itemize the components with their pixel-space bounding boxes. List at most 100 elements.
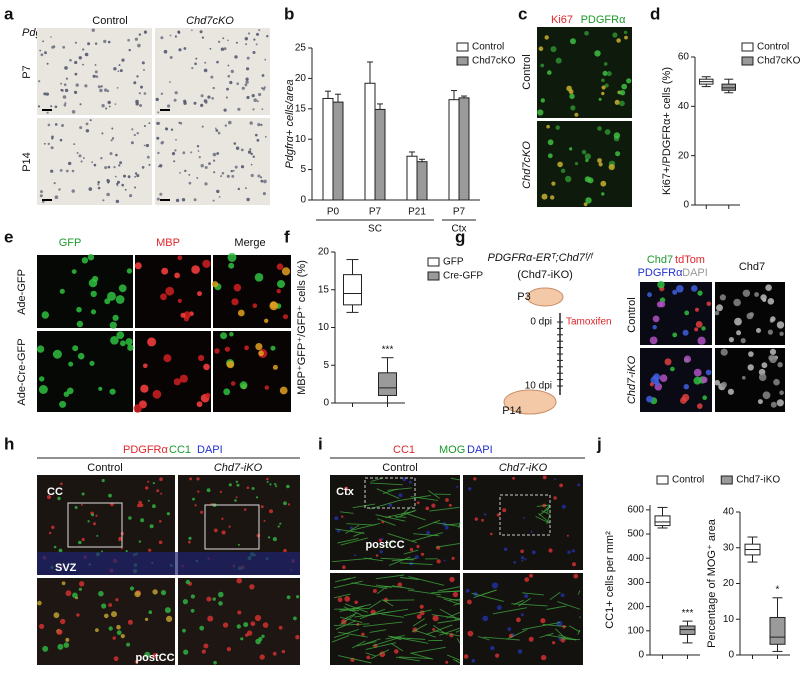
cell xyxy=(103,39,107,44)
cell xyxy=(235,496,238,499)
cell xyxy=(246,95,250,100)
cell xyxy=(372,589,377,593)
cell xyxy=(375,554,379,557)
cell xyxy=(409,547,414,552)
fiber xyxy=(333,629,359,638)
cell xyxy=(701,376,708,384)
fiber xyxy=(481,589,497,596)
box xyxy=(378,372,397,396)
cell xyxy=(141,166,145,169)
cell xyxy=(565,175,572,183)
cell xyxy=(769,355,777,364)
cell xyxy=(95,628,99,632)
cell xyxy=(82,157,85,159)
fiber xyxy=(428,490,440,499)
fiber xyxy=(536,504,551,507)
fiber xyxy=(394,516,407,518)
cell xyxy=(646,395,653,403)
cell xyxy=(68,361,74,367)
cell xyxy=(334,516,339,521)
cell xyxy=(701,326,706,331)
cell xyxy=(540,98,545,103)
row-label: Ade-GFP xyxy=(16,269,28,315)
cell xyxy=(560,168,566,173)
cell xyxy=(547,139,554,146)
cell xyxy=(721,381,727,388)
bar xyxy=(364,82,376,201)
cell xyxy=(274,483,277,486)
cell xyxy=(116,87,119,89)
fiber xyxy=(363,621,403,627)
cell xyxy=(408,480,412,484)
inset-box xyxy=(204,504,260,550)
cell xyxy=(212,159,216,162)
x-tick-label: P7 xyxy=(453,207,466,218)
micrograph xyxy=(37,578,175,665)
cell xyxy=(65,590,72,597)
cell xyxy=(649,336,658,345)
cell xyxy=(456,485,459,488)
cell xyxy=(212,597,216,601)
fiber xyxy=(546,605,567,610)
cell xyxy=(62,95,67,99)
fiber xyxy=(388,556,411,566)
significance: * xyxy=(776,584,780,595)
cell xyxy=(200,103,204,107)
fiber xyxy=(400,562,433,566)
cell xyxy=(98,590,104,597)
cell xyxy=(246,197,250,202)
y-tick-label: 20 xyxy=(318,247,330,258)
cell xyxy=(226,87,229,91)
cell xyxy=(143,125,146,127)
cell xyxy=(116,331,125,339)
cell xyxy=(547,70,552,75)
cell xyxy=(228,483,232,487)
cell xyxy=(61,581,66,586)
row-label: Chd7cKO xyxy=(521,141,533,189)
cell xyxy=(145,486,149,490)
cell xyxy=(224,124,227,127)
cell xyxy=(756,328,761,333)
cell xyxy=(137,43,141,48)
cell xyxy=(260,176,263,179)
cell xyxy=(571,549,576,553)
cell xyxy=(113,656,119,662)
fiber xyxy=(435,543,461,548)
cell xyxy=(560,593,565,598)
cell xyxy=(603,62,608,66)
cell xyxy=(520,556,525,560)
cell xyxy=(145,617,149,622)
panel-letter: h xyxy=(4,434,14,453)
box xyxy=(654,515,671,527)
cell xyxy=(50,105,53,108)
cell xyxy=(445,660,449,664)
cell xyxy=(81,492,85,496)
cell xyxy=(770,401,777,408)
cell xyxy=(156,489,160,493)
cell xyxy=(276,263,284,271)
fiber xyxy=(437,586,461,592)
fiber xyxy=(397,637,426,640)
cell xyxy=(245,77,249,81)
cell xyxy=(39,623,45,630)
cell xyxy=(226,174,230,178)
cell xyxy=(220,332,228,340)
cell xyxy=(197,490,200,493)
cell xyxy=(496,605,502,610)
fiber xyxy=(453,602,461,606)
cell xyxy=(116,624,121,630)
fiber xyxy=(332,557,373,563)
cell xyxy=(59,288,65,294)
cell xyxy=(490,645,495,651)
cell xyxy=(110,139,113,142)
cell xyxy=(213,171,216,174)
cell xyxy=(173,378,181,386)
cell xyxy=(672,332,678,338)
cell xyxy=(115,153,118,157)
cell xyxy=(654,380,660,386)
cell xyxy=(528,636,534,642)
cell xyxy=(516,617,521,623)
fiber xyxy=(546,504,551,514)
cell xyxy=(598,162,603,167)
cell xyxy=(203,643,209,649)
